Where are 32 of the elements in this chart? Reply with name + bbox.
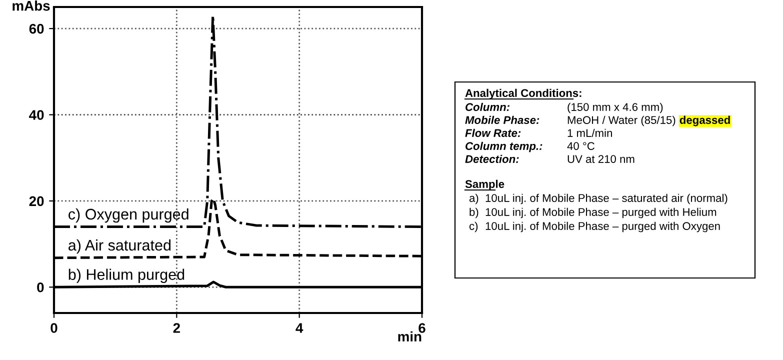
text: 1 mL/min	[568, 128, 612, 137]
text: Column:	[466, 102, 510, 111]
x-axis-title: min	[398, 331, 422, 342]
y-axis-title: mAbs	[12, 0, 50, 11]
text: Flow Rate:	[465, 128, 521, 137]
y-tick-label: 20	[29, 196, 44, 206]
text: 10uL inj. of Mobile Phase – purged with Oxygen	[486, 222, 720, 232]
text: Detection:	[465, 154, 519, 163]
text: Sample	[465, 180, 504, 190]
text: 40 °C	[567, 142, 594, 150]
y-tick-label: 40	[29, 110, 44, 120]
text: degassed	[680, 116, 730, 126]
text: MeOH / Water (85/15)	[568, 116, 676, 126]
x-tick-label: 4	[296, 323, 304, 333]
y-tick-label: 0	[37, 282, 44, 292]
x-tick-label: 2	[173, 323, 180, 333]
text: b)	[470, 208, 478, 218]
text: Column temp.:	[466, 142, 542, 152]
text: Mobile Phase:	[465, 116, 540, 124]
series-label: c) Oxygen purged	[68, 208, 188, 223]
y-tick-label: 60	[29, 24, 44, 34]
x-tick-label: 0	[50, 323, 58, 333]
text: (150 mm x 4.6 mm)	[568, 102, 663, 114]
series-label: a) Air saturated	[68, 239, 171, 254]
text: 10uL inj. of Mobile Phase – purged with Helium	[486, 208, 716, 218]
text: Analytical Conditions:	[465, 88, 582, 100]
series-label: b) Helium purged	[68, 268, 184, 283]
text: UV at 210 nm	[568, 155, 634, 163]
x-tick-label: 6	[418, 323, 426, 333]
text: 10uL inj. of Mobile Phase – saturated air (normal)	[486, 194, 728, 204]
text: a)	[469, 194, 478, 204]
text: c)	[469, 222, 478, 232]
